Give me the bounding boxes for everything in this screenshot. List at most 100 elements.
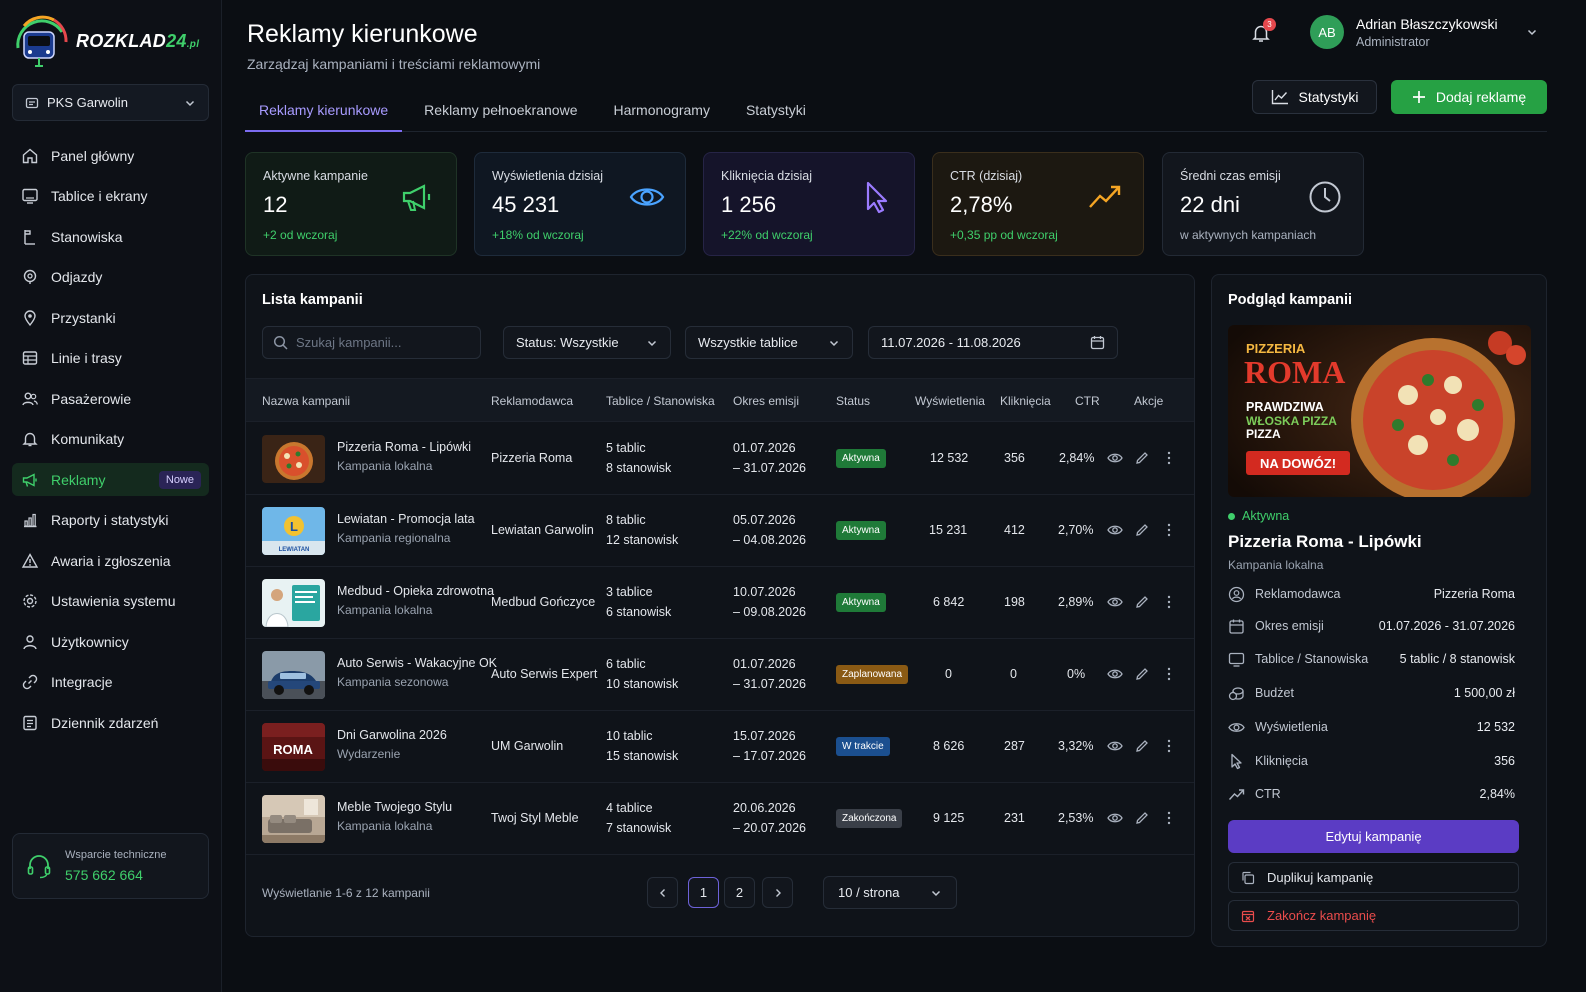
col-views[interactable]: Wyświetlenia: [915, 394, 985, 408]
detail-label: Reklamodawca: [1255, 587, 1341, 601]
preview-eye-icon[interactable]: [1106, 809, 1124, 827]
tab-fullscreen-ads[interactable]: Reklamy pełnoekranowe: [424, 102, 578, 118]
preview-campaign-type: Kampania lokalna: [1228, 558, 1324, 572]
preview-eye-icon[interactable]: [1106, 449, 1124, 467]
col-ctr[interactable]: CTR: [1075, 394, 1100, 408]
sidebar-item-stops[interactable]: Przystanki: [12, 301, 209, 334]
campaign-name[interactable]: Meble Twojego Stylu: [337, 800, 453, 814]
sidebar-item-lines[interactable]: Linie i trasy: [12, 342, 209, 375]
campaign-name[interactable]: Auto Serwis - Wakacyjne OK: [337, 656, 498, 670]
duplicate-campaign-button[interactable]: Duplikuj kampanię: [1228, 862, 1519, 893]
table-row[interactable]: Meble Twojego Stylu Kampania lokalna Two…: [246, 783, 1194, 855]
date-range-picker[interactable]: 11.07.2026 - 11.08.2026: [868, 326, 1118, 359]
col-advertiser[interactable]: Reklamodawca: [491, 394, 574, 408]
tab-directional-ads[interactable]: Reklamy kierunkowe: [245, 92, 403, 132]
page-button-2[interactable]: 2: [724, 877, 755, 908]
stands-count: 10 stanowisk: [606, 676, 679, 691]
search-box[interactable]: [262, 326, 481, 359]
preview-campaign-name: Pizzeria Roma - Lipówki: [1228, 532, 1422, 551]
col-name[interactable]: Nazwa kampanii: [262, 394, 351, 408]
next-page-button[interactable]: [762, 877, 793, 908]
more-vertical-icon[interactable]: [1160, 665, 1178, 683]
sidebar-item-messages[interactable]: Komunikaty: [12, 423, 209, 456]
sidebar-item-panel[interactable]: Panel główny: [12, 139, 209, 172]
search-input[interactable]: [296, 335, 466, 350]
chevron-down-icon[interactable]: [1526, 26, 1538, 38]
sidebar-item-ads[interactable]: Reklamy Nowe: [12, 463, 209, 496]
sidebar-item-users[interactable]: Użytkownicy: [12, 625, 209, 658]
prev-page-button[interactable]: [647, 877, 678, 908]
preview-eye-icon[interactable]: [1106, 521, 1124, 539]
campaign-name[interactable]: Medbud - Opieka zdrowotna: [337, 584, 495, 598]
campaign-name-cell: Meble Twojego Stylu Kampania lokalna: [337, 800, 452, 833]
boards-filter-select[interactable]: Wszystkie tablice: [685, 326, 853, 359]
sidebar-item-label: Komunikaty: [51, 431, 125, 447]
sidebar-item-stands[interactable]: Stanowiska: [12, 220, 209, 253]
status-filter-select[interactable]: Status: Wszystkie: [503, 326, 671, 359]
table-row[interactable]: ROMA Dni Garwolina 2026 Wydarzenie UM Ga…: [246, 711, 1194, 783]
tab-schedules[interactable]: Harmonogramy: [613, 102, 710, 118]
boards-cell: 5 tablic 8 stanowisk: [606, 439, 671, 478]
sidebar-item-failures[interactable]: Awaria i zgłoszenia: [12, 544, 209, 577]
pagination-info: Wyświetlanie 1-6 z 12 kampanii: [262, 886, 430, 900]
edit-pencil-icon[interactable]: [1133, 593, 1151, 611]
more-vertical-icon[interactable]: [1160, 521, 1178, 539]
edit-pencil-icon[interactable]: [1133, 737, 1151, 755]
ctr-cell: 2,70%: [1058, 523, 1094, 537]
campaign-name[interactable]: Dni Garwolina 2026: [337, 728, 447, 742]
sidebar-item-integrations[interactable]: Integracje: [12, 666, 209, 699]
support-box[interactable]: Wsparcie techniczne 575 662 664: [12, 833, 209, 899]
boards-count: 5 tablic: [606, 441, 646, 455]
sidebar-item-passengers[interactable]: Pasażerowie: [12, 382, 209, 415]
preview-eye-icon[interactable]: [1106, 737, 1124, 755]
preview-eye-icon[interactable]: [1106, 593, 1124, 611]
user-name[interactable]: Adrian Błaszczykowski: [1356, 16, 1498, 32]
ctr-cell: 3,32%: [1058, 739, 1094, 753]
stands-count: 15 stanowisk: [606, 748, 679, 763]
end-campaign-button[interactable]: Zakończ kampanię: [1228, 900, 1519, 931]
campaign-name[interactable]: Pizzeria Roma - Lipówki: [337, 440, 472, 454]
edit-campaign-button[interactable]: Edytuj kampanię: [1228, 820, 1519, 853]
ad-preview-image[interactable]: PIZZERIA ROMA PRAWDZIWA WŁOSKA PIZZA PIZ…: [1228, 325, 1531, 497]
ctr-cell: 2,84%: [1059, 451, 1095, 465]
add-ad-button[interactable]: Dodaj reklamę: [1391, 80, 1547, 114]
more-vertical-icon[interactable]: [1160, 737, 1178, 755]
table-row[interactable]: Medbud - Opieka zdrowotna Kampania lokal…: [246, 567, 1194, 639]
sidebar-item-settings[interactable]: Ustawienia systemu: [12, 585, 209, 618]
period-cell: 20.06.2026 – 20.07.2026: [733, 799, 806, 838]
table-row[interactable]: L LEWIATAN Lewiatan - Promocja lata Kampa…: [246, 495, 1194, 567]
support-phone[interactable]: 575 662 664: [65, 867, 143, 883]
statistics-button[interactable]: Statystyki: [1252, 80, 1377, 114]
sidebar-item-label: Dziennik zdarzeń: [51, 714, 159, 731]
table-row[interactable]: Pizzeria Roma - Lipówki Kampania lokalna…: [246, 423, 1194, 495]
kpi-title: CTR (dzisiaj): [950, 169, 1023, 183]
avatar[interactable]: AB: [1310, 15, 1344, 49]
col-period[interactable]: Okres emisji: [733, 394, 800, 408]
page-button-1[interactable]: 1: [688, 877, 719, 908]
table-row[interactable]: Auto Serwis - Wakacyjne OK Kampania sezo…: [246, 639, 1194, 711]
preview-eye-icon[interactable]: [1106, 665, 1124, 683]
more-vertical-icon[interactable]: [1160, 593, 1178, 611]
sidebar-item-departures[interactable]: Odjazdy: [12, 261, 209, 294]
more-vertical-icon[interactable]: [1160, 809, 1178, 827]
stands-count: 6 stanowisk: [606, 604, 672, 619]
sidebar-item-boards[interactable]: Tablice i ekrany: [12, 180, 209, 213]
sidebar-item-reports[interactable]: Raporty i statystyki: [12, 504, 209, 537]
period-from: 01.07.2026: [733, 657, 796, 671]
edit-pencil-icon[interactable]: [1133, 521, 1151, 539]
col-clicks[interactable]: Kliknięcia: [1000, 394, 1051, 408]
per-page-select[interactable]: 10 / strona: [823, 876, 957, 909]
organization-select[interactable]: PKS Garwolin: [12, 84, 209, 121]
campaign-name[interactable]: Lewiatan - Promocja lata: [337, 512, 475, 526]
edit-pencil-icon[interactable]: [1133, 449, 1151, 467]
edit-pencil-icon[interactable]: [1133, 665, 1151, 683]
logo[interactable]: ROZKLAD24.pl: [10, 12, 199, 70]
edit-pencil-icon[interactable]: [1133, 809, 1151, 827]
sidebar-item-log[interactable]: Dziennik zdarzeń: [12, 706, 209, 739]
col-status[interactable]: Status: [836, 394, 871, 408]
tab-statistics[interactable]: Statystyki: [745, 102, 806, 118]
period-cell: 10.07.2026 – 09.08.2026: [733, 583, 806, 622]
link-icon: [22, 674, 38, 690]
col-boards[interactable]: Tablice / Stanowiska: [606, 394, 715, 408]
more-vertical-icon[interactable]: [1160, 449, 1178, 467]
